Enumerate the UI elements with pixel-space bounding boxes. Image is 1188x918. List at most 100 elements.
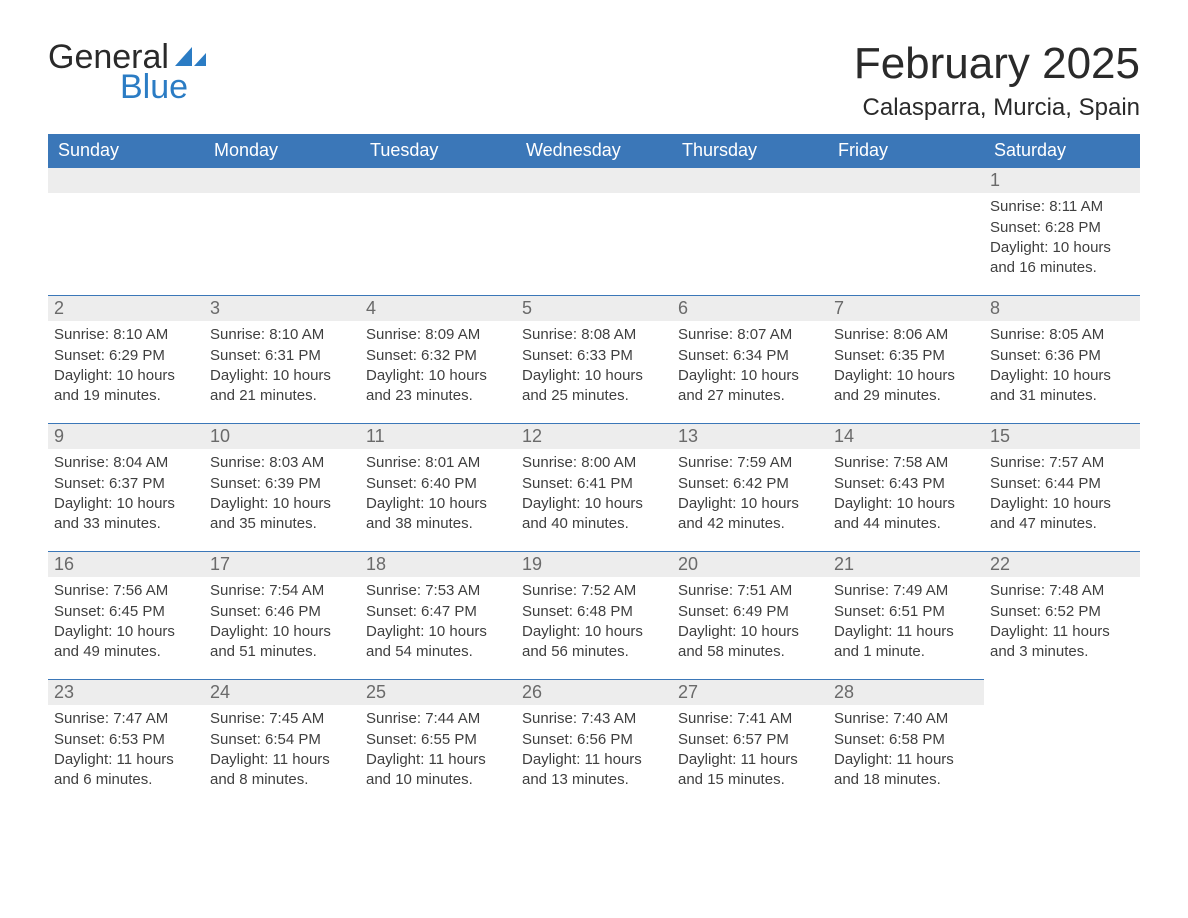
day-body: Sunrise: 8:10 AMSunset: 6:29 PMDaylight:… <box>48 321 204 414</box>
calendar-cell <box>48 167 204 295</box>
day-number: 17 <box>204 552 360 577</box>
daylight-text: Daylight: 10 hours and 31 minutes. <box>990 366 1134 407</box>
sunrise-text: Sunrise: 8:04 AM <box>54 453 198 473</box>
sunset-text: Sunset: 6:29 PM <box>54 346 198 366</box>
sunrise-text: Sunrise: 7:45 AM <box>210 709 354 729</box>
daylight-text: Daylight: 10 hours and 33 minutes. <box>54 494 198 535</box>
sunrise-text: Sunrise: 7:41 AM <box>678 709 822 729</box>
day-number: 28 <box>828 680 984 705</box>
calendar-cell <box>516 167 672 295</box>
calendar-row: 23Sunrise: 7:47 AMSunset: 6:53 PMDayligh… <box>48 679 1140 807</box>
day-number: 21 <box>828 552 984 577</box>
sunset-text: Sunset: 6:53 PM <box>54 730 198 750</box>
sunrise-text: Sunrise: 7:40 AM <box>834 709 978 729</box>
sunset-text: Sunset: 6:55 PM <box>366 730 510 750</box>
daylight-text: Daylight: 10 hours and 25 minutes. <box>522 366 666 407</box>
sunset-text: Sunset: 6:54 PM <box>210 730 354 750</box>
sunrise-text: Sunrise: 7:48 AM <box>990 581 1134 601</box>
sunrise-text: Sunrise: 8:08 AM <box>522 325 666 345</box>
day-body: Sunrise: 7:56 AMSunset: 6:45 PMDaylight:… <box>48 577 204 670</box>
weekday-header: Saturday <box>984 134 1140 167</box>
sunset-text: Sunset: 6:46 PM <box>210 602 354 622</box>
daylight-text: Daylight: 11 hours and 3 minutes. <box>990 622 1134 663</box>
daylight-text: Daylight: 10 hours and 49 minutes. <box>54 622 198 663</box>
day-wrap: 27Sunrise: 7:41 AMSunset: 6:57 PMDayligh… <box>672 679 828 798</box>
sunrise-text: Sunrise: 7:56 AM <box>54 581 198 601</box>
empty-day-strip <box>360 167 516 193</box>
daylight-text: Daylight: 10 hours and 23 minutes. <box>366 366 510 407</box>
sunrise-text: Sunrise: 7:58 AM <box>834 453 978 473</box>
calendar-header-row: SundayMondayTuesdayWednesdayThursdayFrid… <box>48 134 1140 167</box>
daylight-text: Daylight: 10 hours and 44 minutes. <box>834 494 978 535</box>
daylight-text: Daylight: 11 hours and 15 minutes. <box>678 750 822 791</box>
sunrise-text: Sunrise: 7:59 AM <box>678 453 822 473</box>
empty-day-strip <box>516 167 672 193</box>
day-number: 26 <box>516 680 672 705</box>
day-wrap: 17Sunrise: 7:54 AMSunset: 6:46 PMDayligh… <box>204 551 360 670</box>
day-wrap: 12Sunrise: 8:00 AMSunset: 6:41 PMDayligh… <box>516 423 672 542</box>
day-wrap: 24Sunrise: 7:45 AMSunset: 6:54 PMDayligh… <box>204 679 360 798</box>
empty-day-strip <box>828 167 984 193</box>
weekday-header: Wednesday <box>516 134 672 167</box>
day-number: 18 <box>360 552 516 577</box>
day-body: Sunrise: 7:40 AMSunset: 6:58 PMDaylight:… <box>828 705 984 798</box>
calendar-cell: 27Sunrise: 7:41 AMSunset: 6:57 PMDayligh… <box>672 679 828 807</box>
calendar-cell <box>204 167 360 295</box>
day-number: 2 <box>48 296 204 321</box>
calendar-cell: 22 Sunrise: 7:48 AMSunset: 6:52 PMDayligh… <box>984 551 1140 679</box>
day-wrap: 13Sunrise: 7:59 AMSunset: 6:42 PMDayligh… <box>672 423 828 542</box>
sunset-text: Sunset: 6:36 PM <box>990 346 1134 366</box>
sunset-text: Sunset: 6:51 PM <box>834 602 978 622</box>
calendar-cell: 23Sunrise: 7:47 AMSunset: 6:53 PMDayligh… <box>48 679 204 807</box>
sunset-text: Sunset: 6:41 PM <box>522 474 666 494</box>
sunset-text: Sunset: 6:43 PM <box>834 474 978 494</box>
day-wrap: 6Sunrise: 8:07 AMSunset: 6:34 PMDaylight… <box>672 295 828 414</box>
day-number: 22 <box>984 552 1140 577</box>
day-body: Sunrise: 8:09 AMSunset: 6:32 PMDaylight:… <box>360 321 516 414</box>
day-body: Sunrise: 8:07 AMSunset: 6:34 PMDaylight:… <box>672 321 828 414</box>
location: Calasparra, Murcia, Spain <box>854 94 1140 122</box>
day-body: Sunrise: 7:47 AMSunset: 6:53 PMDaylight:… <box>48 705 204 798</box>
calendar-cell: 2Sunrise: 8:10 AMSunset: 6:29 PMDaylight… <box>48 295 204 423</box>
daylight-text: Daylight: 10 hours and 38 minutes. <box>366 494 510 535</box>
calendar-body: 1Sunrise: 8:11 AMSunset: 6:28 PMDaylight… <box>48 167 1140 807</box>
daylight-text: Daylight: 10 hours and 51 minutes. <box>210 622 354 663</box>
day-wrap: 23Sunrise: 7:47 AMSunset: 6:53 PMDayligh… <box>48 679 204 798</box>
sunrise-text: Sunrise: 8:07 AM <box>678 325 822 345</box>
sunset-text: Sunset: 6:58 PM <box>834 730 978 750</box>
sunrise-text: Sunrise: 7:43 AM <box>522 709 666 729</box>
day-wrap: 4Sunrise: 8:09 AMSunset: 6:32 PMDaylight… <box>360 295 516 414</box>
sunrise-text: Sunrise: 7:49 AM <box>834 581 978 601</box>
weekday-header: Tuesday <box>360 134 516 167</box>
daylight-text: Daylight: 10 hours and 40 minutes. <box>522 494 666 535</box>
page: General Blue February 2025 Calasparra, M… <box>0 0 1188 847</box>
calendar-cell <box>360 167 516 295</box>
day-number: 13 <box>672 424 828 449</box>
calendar-cell: 24Sunrise: 7:45 AMSunset: 6:54 PMDayligh… <box>204 679 360 807</box>
day-body: Sunrise: 7:57 AMSunset: 6:44 PMDaylight:… <box>984 449 1140 542</box>
day-number: 23 <box>48 680 204 705</box>
calendar-row: 9Sunrise: 8:04 AMSunset: 6:37 PMDaylight… <box>48 423 1140 551</box>
day-number: 4 <box>360 296 516 321</box>
weekday-header: Thursday <box>672 134 828 167</box>
daylight-text: Daylight: 11 hours and 18 minutes. <box>834 750 978 791</box>
sunset-text: Sunset: 6:52 PM <box>990 602 1134 622</box>
day-body: Sunrise: 7:45 AMSunset: 6:54 PMDaylight:… <box>204 705 360 798</box>
day-number: 6 <box>672 296 828 321</box>
sunset-text: Sunset: 6:33 PM <box>522 346 666 366</box>
sunrise-text: Sunrise: 8:05 AM <box>990 325 1134 345</box>
calendar-cell: 4Sunrise: 8:09 AMSunset: 6:32 PMDaylight… <box>360 295 516 423</box>
calendar-cell: 7Sunrise: 8:06 AMSunset: 6:35 PMDaylight… <box>828 295 984 423</box>
sunset-text: Sunset: 6:31 PM <box>210 346 354 366</box>
month-title: February 2025 <box>854 40 1140 88</box>
sunset-text: Sunset: 6:49 PM <box>678 602 822 622</box>
calendar-cell: 19Sunrise: 7:52 AMSunset: 6:48 PMDayligh… <box>516 551 672 679</box>
calendar-cell: 18Sunrise: 7:53 AMSunset: 6:47 PMDayligh… <box>360 551 516 679</box>
sunset-text: Sunset: 6:48 PM <box>522 602 666 622</box>
sunset-text: Sunset: 6:47 PM <box>366 602 510 622</box>
day-number: 11 <box>360 424 516 449</box>
calendar-cell: 25Sunrise: 7:44 AMSunset: 6:55 PMDayligh… <box>360 679 516 807</box>
day-number: 15 <box>984 424 1140 449</box>
day-number: 3 <box>204 296 360 321</box>
day-body: Sunrise: 7:51 AMSunset: 6:49 PMDaylight:… <box>672 577 828 670</box>
